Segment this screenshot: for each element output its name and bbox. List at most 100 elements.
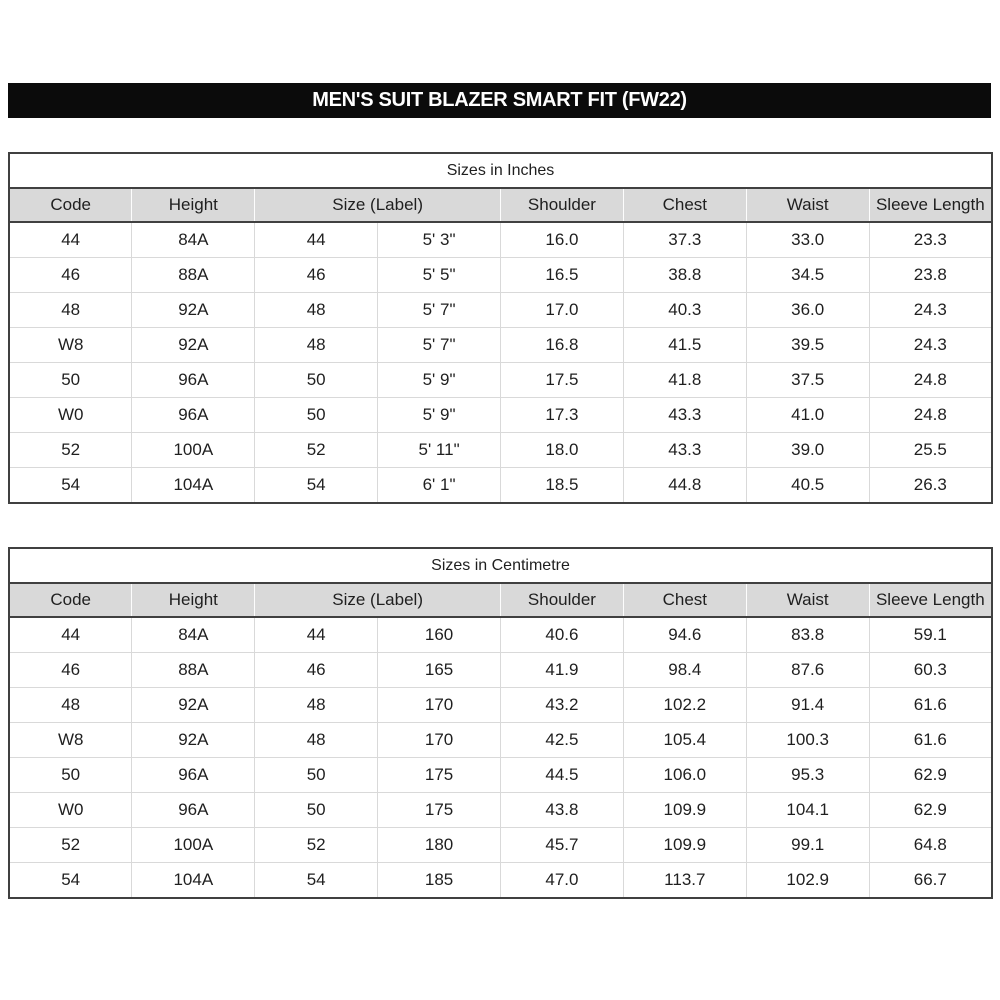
table-cell: 5' 11" bbox=[377, 432, 501, 468]
table-cell: 61.6 bbox=[868, 687, 993, 723]
table-cell: 44 bbox=[8, 221, 133, 258]
table-cell: 100A bbox=[131, 827, 256, 863]
table-cell: 33.0 bbox=[745, 221, 870, 258]
page-title: MEN'S SUIT BLAZER SMART FIT (FW22) bbox=[8, 83, 991, 118]
table-cell: 40.3 bbox=[622, 292, 747, 328]
table-header-row: Code Height Size (Label) Shoulder Chest … bbox=[8, 188, 993, 223]
table-cell: 96A bbox=[131, 757, 256, 793]
table-cell: 59.1 bbox=[868, 616, 993, 653]
table-cell: 175 bbox=[377, 757, 501, 793]
table-cell: 113.7 bbox=[622, 862, 747, 899]
column-header-sleeve-length: Sleeve Length bbox=[868, 188, 993, 223]
table-cell: 52 bbox=[254, 827, 379, 863]
table-cell: 44.8 bbox=[622, 467, 747, 504]
table-cell: 39.0 bbox=[745, 432, 870, 468]
table-cell: 23.3 bbox=[868, 221, 993, 258]
table-row: 54 104A 54 185 47.0 113.7 102.9 66.7 bbox=[8, 862, 993, 899]
table-cell: 61.6 bbox=[868, 722, 993, 758]
table-cell: 92A bbox=[131, 292, 256, 328]
column-header-chest: Chest bbox=[622, 188, 747, 223]
table-title-row: Sizes in Centimetre bbox=[9, 548, 992, 584]
table-cell: 42.5 bbox=[500, 722, 624, 758]
column-header-waist: Waist bbox=[745, 188, 870, 223]
table-cell: 48 bbox=[254, 687, 379, 723]
table-row: W8 92A 48 5' 7" 16.8 41.5 39.5 24.3 bbox=[8, 327, 993, 363]
table-cell: 50 bbox=[254, 792, 379, 828]
table-cell: 5' 3" bbox=[377, 221, 501, 258]
table-cell: 66.7 bbox=[868, 862, 993, 899]
table-cell: 92A bbox=[131, 687, 256, 723]
table-cell: 102.9 bbox=[745, 862, 870, 899]
table-row: 50 96A 50 175 44.5 106.0 95.3 62.9 bbox=[8, 757, 993, 793]
table-cell: 92A bbox=[131, 327, 256, 363]
table-cell: 92A bbox=[131, 722, 256, 758]
table-title-inches: Sizes in Inches bbox=[9, 153, 992, 189]
table-cell: 98.4 bbox=[622, 652, 747, 688]
table-cell: 87.6 bbox=[745, 652, 870, 688]
table-row: 52 100A 52 180 45.7 109.9 99.1 64.8 bbox=[8, 827, 993, 863]
table-cell: 43.3 bbox=[622, 432, 747, 468]
table-cell: 41.8 bbox=[622, 362, 747, 398]
table-cell: 24.8 bbox=[868, 397, 993, 433]
table-cell: 17.5 bbox=[500, 362, 624, 398]
table-row: 48 92A 48 5' 7" 17.0 40.3 36.0 24.3 bbox=[8, 292, 993, 328]
table-cell: 26.3 bbox=[868, 467, 993, 504]
table-cell: 17.3 bbox=[500, 397, 624, 433]
column-header-size-label: Size (Label) bbox=[254, 188, 501, 223]
table-cell: 24.3 bbox=[868, 292, 993, 328]
table-cell: 38.8 bbox=[622, 257, 747, 293]
table-cell: 5' 7" bbox=[377, 292, 501, 328]
table-cell: 165 bbox=[377, 652, 501, 688]
table-cell: 41.0 bbox=[745, 397, 870, 433]
table-row: 44 84A 44 5' 3" 16.0 37.3 33.0 23.3 bbox=[8, 221, 993, 258]
column-header-shoulder: Shoulder bbox=[500, 188, 624, 223]
table-row: W8 92A 48 170 42.5 105.4 100.3 61.6 bbox=[8, 722, 993, 758]
table-cell: 23.8 bbox=[868, 257, 993, 293]
table-cell: 48 bbox=[8, 292, 133, 328]
table-cell: 54 bbox=[254, 467, 379, 504]
column-header-size-label: Size (Label) bbox=[254, 583, 501, 618]
table-row: 54 104A 54 6' 1" 18.5 44.8 40.5 26.3 bbox=[8, 467, 993, 504]
table-cell: 104A bbox=[131, 467, 256, 504]
table-cell: 16.5 bbox=[500, 257, 624, 293]
table-cell: 64.8 bbox=[868, 827, 993, 863]
table-cell: 104A bbox=[131, 862, 256, 899]
table-cell: 43.3 bbox=[622, 397, 747, 433]
table-cell: 46 bbox=[8, 257, 133, 293]
sizes-in-centimetre-table: Sizes in Centimetre Code Height Size (La… bbox=[8, 547, 993, 899]
table-cell: 88A bbox=[131, 257, 256, 293]
table-cell: 100.3 bbox=[745, 722, 870, 758]
table-cell: 25.5 bbox=[868, 432, 993, 468]
table-cell: 100A bbox=[131, 432, 256, 468]
table-cell: 95.3 bbox=[745, 757, 870, 793]
table-cell: 43.2 bbox=[500, 687, 624, 723]
table-cell: 175 bbox=[377, 792, 501, 828]
table-cell: 5' 7" bbox=[377, 327, 501, 363]
table-cell: W0 bbox=[8, 792, 133, 828]
table-cell: 48 bbox=[8, 687, 133, 723]
table-cell: 46 bbox=[254, 257, 379, 293]
table-cell: 52 bbox=[254, 432, 379, 468]
table-cell: 50 bbox=[8, 362, 133, 398]
table-cell: 16.8 bbox=[500, 327, 624, 363]
table-cell: 170 bbox=[377, 722, 501, 758]
table-cell: 170 bbox=[377, 687, 501, 723]
table-cell: 52 bbox=[8, 432, 133, 468]
table-cell: 109.9 bbox=[622, 792, 747, 828]
table-row: 46 88A 46 165 41.9 98.4 87.6 60.3 bbox=[8, 652, 993, 688]
column-header-shoulder: Shoulder bbox=[500, 583, 624, 618]
table-cell: 106.0 bbox=[622, 757, 747, 793]
table-cell: 44 bbox=[8, 616, 133, 653]
table-cell: 94.6 bbox=[622, 616, 747, 653]
table-cell: 44.5 bbox=[500, 757, 624, 793]
column-header-height: Height bbox=[131, 583, 256, 618]
table-cell: 185 bbox=[377, 862, 501, 899]
table-cell: 34.5 bbox=[745, 257, 870, 293]
table-cell: 50 bbox=[254, 362, 379, 398]
table-cell: 62.9 bbox=[868, 792, 993, 828]
table-cell: 52 bbox=[8, 827, 133, 863]
table-header-row: Code Height Size (Label) Shoulder Chest … bbox=[8, 583, 993, 618]
table-cell: 47.0 bbox=[500, 862, 624, 899]
table-row: 46 88A 46 5' 5" 16.5 38.8 34.5 23.8 bbox=[8, 257, 993, 293]
table-cell: 54 bbox=[254, 862, 379, 899]
